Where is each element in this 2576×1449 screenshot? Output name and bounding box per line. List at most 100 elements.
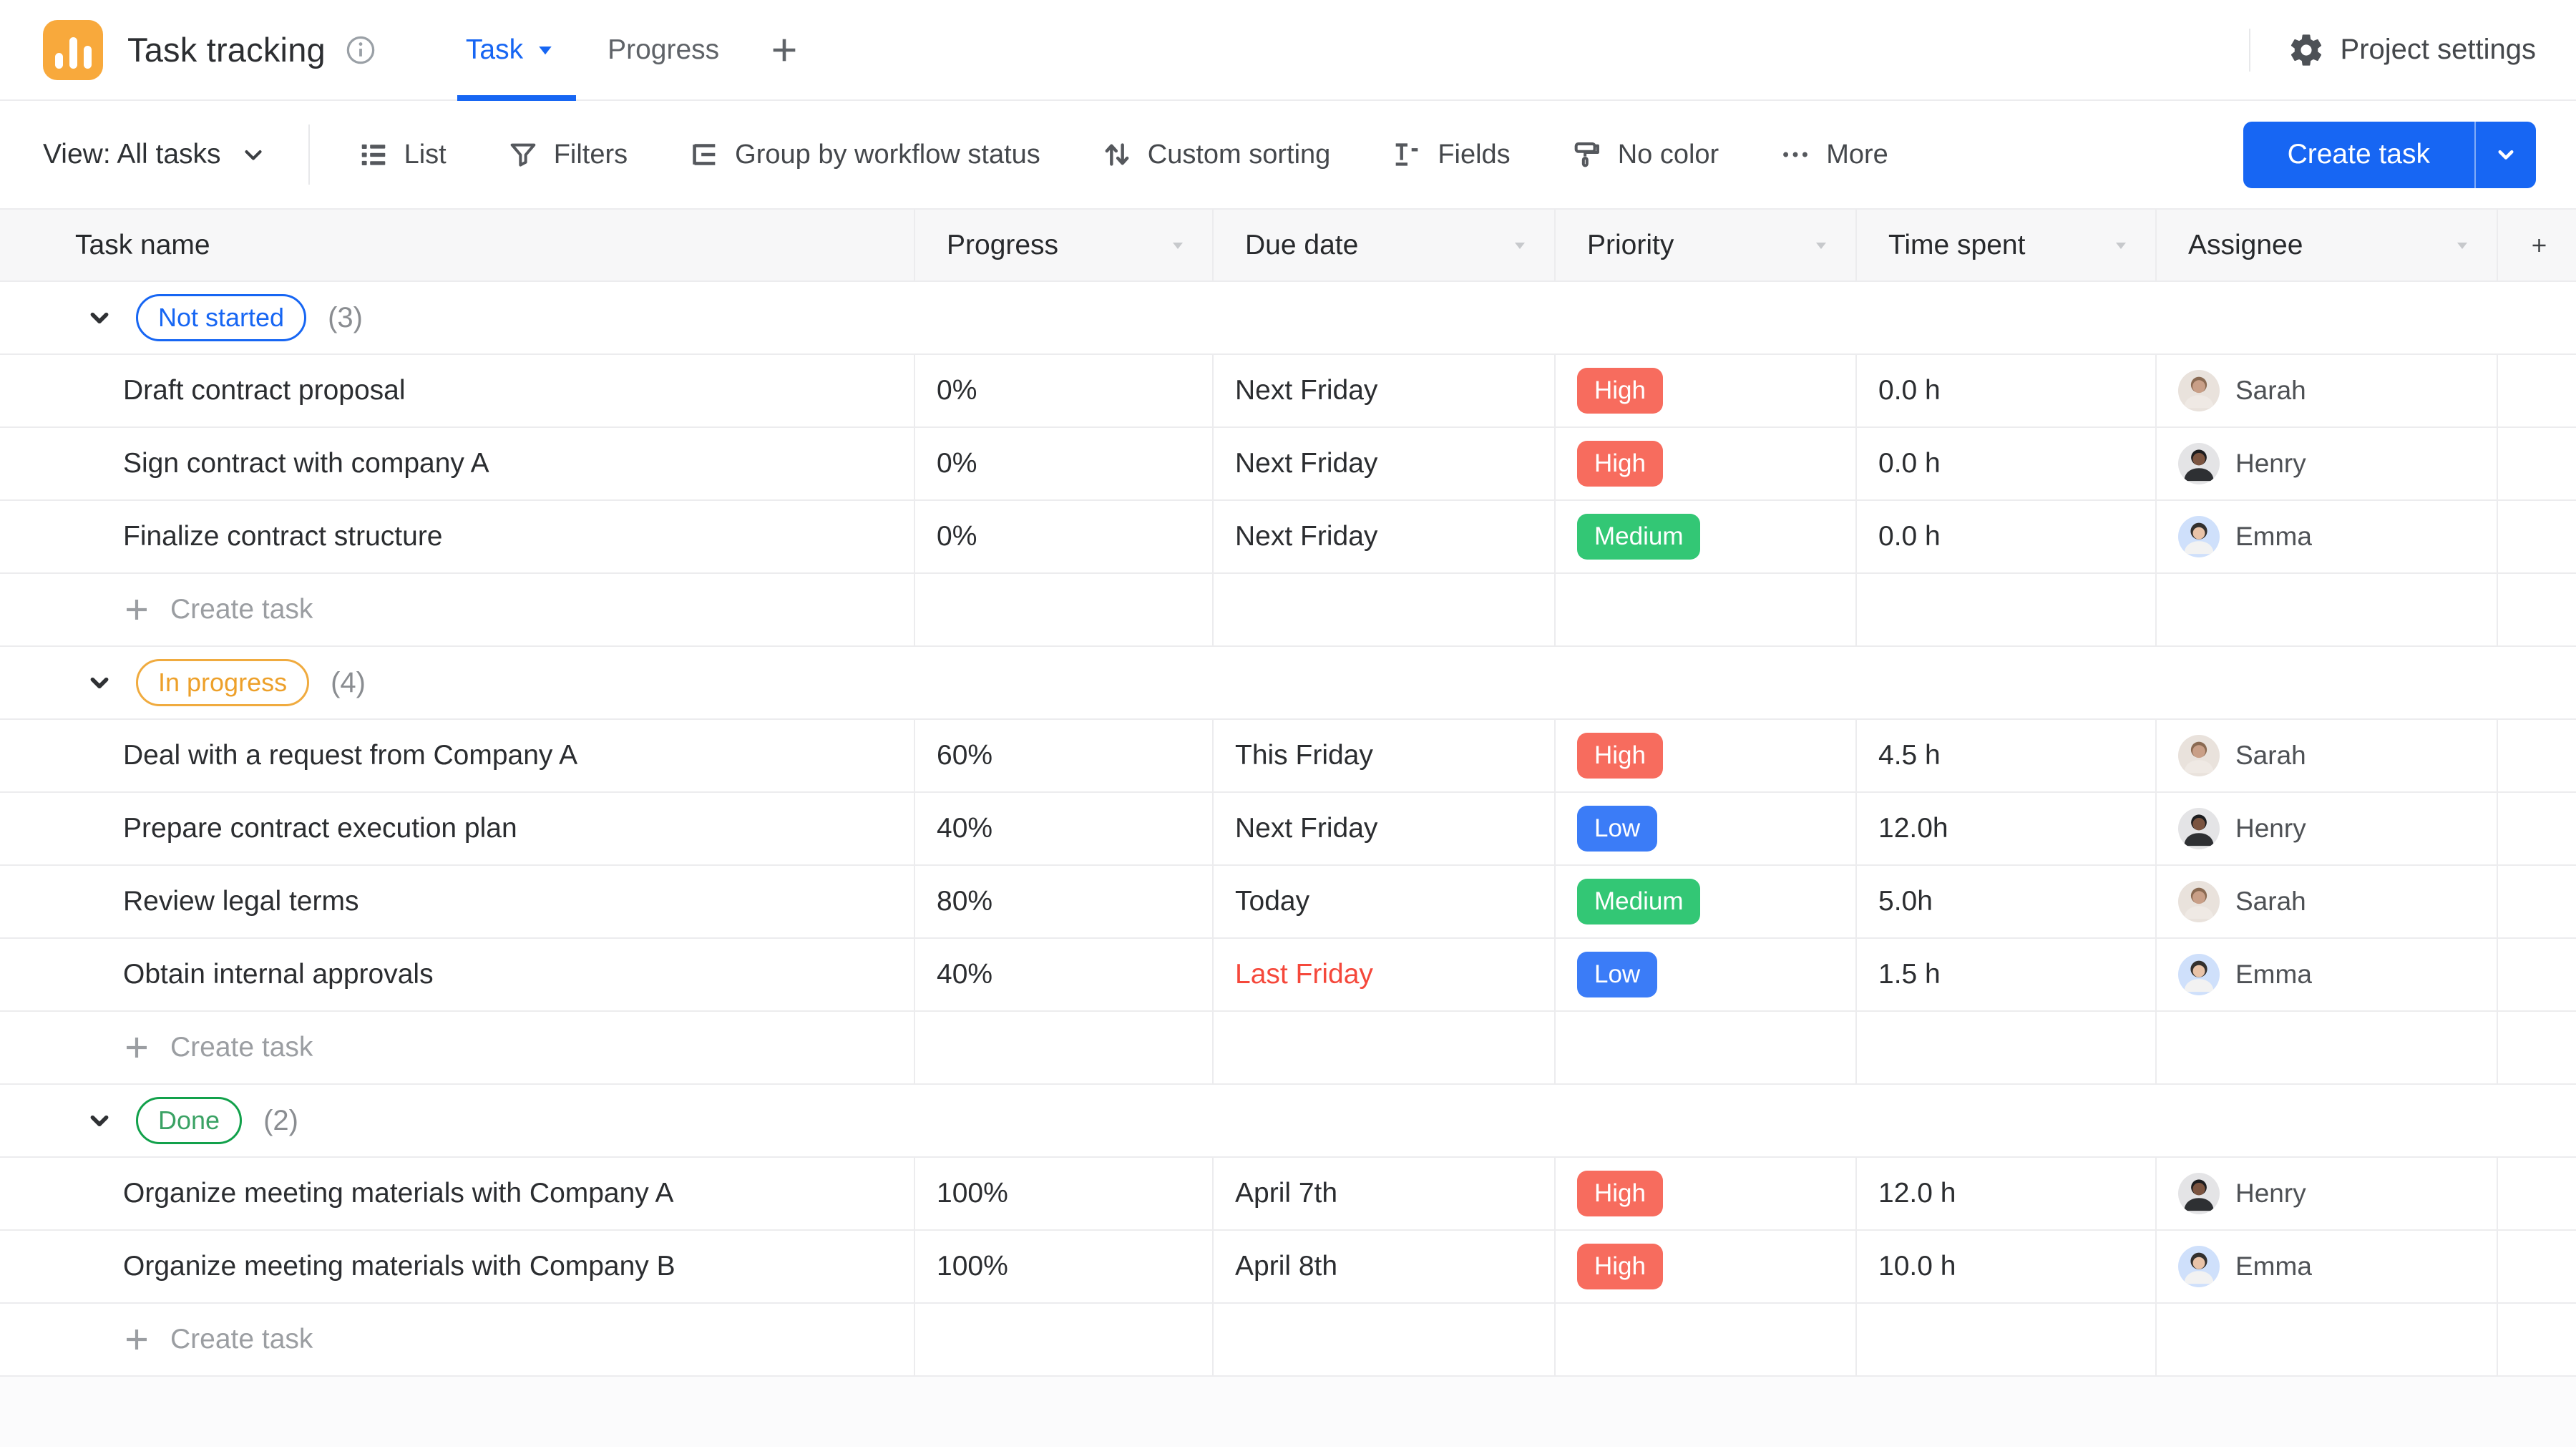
time-spent-value[interactable]: 0.0 h <box>1878 521 1941 552</box>
create-task-row[interactable]: Create task <box>0 1304 2576 1377</box>
collapse-chevron-icon[interactable] <box>84 668 114 698</box>
more-button[interactable]: More <box>1779 138 1888 171</box>
progress-value[interactable]: 0% <box>937 375 977 406</box>
project-settings-button[interactable]: Project settings <box>2288 31 2536 69</box>
time-spent-value[interactable]: 1.5 h <box>1878 959 1941 990</box>
progress-value[interactable]: 40% <box>937 813 993 844</box>
time-spent-value[interactable]: 0.0 h <box>1878 448 1941 479</box>
assignee-name[interactable]: Emma <box>2235 960 2312 989</box>
create-task-caret-button[interactable] <box>2474 121 2536 188</box>
due-date-value[interactable]: April 7th <box>1235 1178 1338 1209</box>
priority-badge[interactable]: High <box>1577 441 1663 487</box>
assignee-name[interactable]: Henry <box>2235 449 2306 478</box>
table-row[interactable]: Organize meeting materials with Company … <box>0 1231 2576 1304</box>
no-color-button[interactable]: No color <box>1571 138 1719 171</box>
plus-icon <box>2532 238 2546 252</box>
create-task-button[interactable]: Create task <box>2287 139 2430 170</box>
table-row[interactable]: Deal with a request from Company A 60% T… <box>0 720 2576 793</box>
priority-badge[interactable]: High <box>1577 733 1663 779</box>
assignee-name[interactable]: Henry <box>2235 814 2306 843</box>
info-icon[interactable] <box>344 34 377 67</box>
priority-badge[interactable]: High <box>1577 1171 1663 1216</box>
create-task-row[interactable]: Create task <box>0 574 2576 647</box>
progress-value[interactable]: 40% <box>937 959 993 990</box>
task-name[interactable]: Finalize contract structure <box>123 521 443 552</box>
due-date-value[interactable]: Next Friday <box>1235 375 1378 406</box>
table-row[interactable]: Organize meeting materials with Company … <box>0 1158 2576 1231</box>
column-header-time-spent[interactable]: Time spent <box>1855 210 2155 280</box>
table-row[interactable]: Obtain internal approvals 40% Last Frida… <box>0 939 2576 1012</box>
avatar <box>2178 808 2220 849</box>
task-name[interactable]: Sign contract with company A <box>123 448 489 479</box>
due-date-value[interactable]: Last Friday <box>1235 959 1373 990</box>
add-tab-button[interactable] <box>768 34 801 67</box>
column-header-priority[interactable]: Priority <box>1554 210 1855 280</box>
table-row[interactable]: Sign contract with company A 0% Next Fri… <box>0 428 2576 501</box>
progress-value[interactable]: 60% <box>937 740 993 771</box>
task-name[interactable]: Draft contract proposal <box>123 375 406 406</box>
due-date-value[interactable]: Next Friday <box>1235 813 1378 844</box>
fields-button[interactable]: Fields <box>1390 138 1511 171</box>
due-date-value[interactable]: This Friday <box>1235 740 1373 771</box>
time-spent-value[interactable]: 12.0 h <box>1878 1178 1956 1209</box>
table-row[interactable]: Review legal terms 80% Today Medium 5.0h… <box>0 866 2576 939</box>
time-spent-value[interactable]: 0.0 h <box>1878 375 1941 406</box>
progress-value[interactable]: 100% <box>937 1178 1008 1209</box>
status-badge[interactable]: Not started <box>136 294 307 341</box>
collapse-chevron-icon[interactable] <box>84 1106 114 1136</box>
group-by-button[interactable]: Group by workflow status <box>688 138 1040 171</box>
column-header-progress[interactable]: Progress <box>914 210 1212 280</box>
create-task-inline-button[interactable]: Create task <box>0 1324 313 1355</box>
priority-badge[interactable]: Medium <box>1577 514 1701 560</box>
assignee-name[interactable]: Sarah <box>2235 741 2306 770</box>
priority-badge[interactable]: Low <box>1577 952 1658 997</box>
assignee-name[interactable]: Henry <box>2235 1179 2306 1208</box>
tab-progress[interactable]: Progress <box>587 0 751 99</box>
time-spent-value[interactable]: 10.0 h <box>1878 1251 1956 1282</box>
priority-badge[interactable]: Medium <box>1577 879 1701 924</box>
assignee-name[interactable]: Sarah <box>2235 376 2306 405</box>
due-date-value[interactable]: Today <box>1235 886 1310 917</box>
task-name[interactable]: Review legal terms <box>123 886 359 917</box>
priority-badge[interactable]: High <box>1577 368 1663 414</box>
tab-task[interactable]: Task <box>446 0 587 101</box>
assignee-name[interactable]: Emma <box>2235 522 2312 551</box>
task-name[interactable]: Deal with a request from Company A <box>123 740 578 771</box>
task-name[interactable]: Organize meeting materials with Company … <box>123 1178 674 1209</box>
custom-sorting-button[interactable]: Custom sorting <box>1101 138 1331 171</box>
time-spent-value[interactable]: 4.5 h <box>1878 740 1941 771</box>
time-spent-value[interactable]: 5.0h <box>1878 886 1933 917</box>
view-selector[interactable]: View: All tasks <box>43 139 267 170</box>
column-header-due-date[interactable]: Due date <box>1212 210 1554 280</box>
progress-value[interactable]: 0% <box>937 448 977 479</box>
custom-sorting-label: Custom sorting <box>1147 139 1331 170</box>
status-badge[interactable]: Done <box>136 1097 243 1144</box>
task-name[interactable]: Organize meeting materials with Company … <box>123 1251 675 1282</box>
column-header-assignee[interactable]: Assignee <box>2155 210 2497 280</box>
table-row[interactable]: Finalize contract structure 0% Next Frid… <box>0 501 2576 574</box>
due-date-value[interactable]: Next Friday <box>1235 521 1378 552</box>
filters-button[interactable]: Filters <box>507 138 628 171</box>
priority-badge[interactable]: Low <box>1577 806 1658 852</box>
progress-value[interactable]: 80% <box>937 886 993 917</box>
due-date-value[interactable]: April 8th <box>1235 1251 1338 1282</box>
assignee-name[interactable]: Sarah <box>2235 887 2306 916</box>
column-header-task-name[interactable]: Task name <box>0 210 914 280</box>
time-spent-value[interactable]: 12.0h <box>1878 813 1948 844</box>
table-row[interactable]: Prepare contract execution plan 40% Next… <box>0 793 2576 866</box>
collapse-chevron-icon[interactable] <box>84 303 114 333</box>
create-task-inline-button[interactable]: Create task <box>0 594 313 625</box>
due-date-value[interactable]: Next Friday <box>1235 448 1378 479</box>
create-task-row[interactable]: Create task <box>0 1012 2576 1085</box>
progress-value[interactable]: 0% <box>937 521 977 552</box>
add-column-button[interactable] <box>2497 210 2575 280</box>
list-view-button[interactable]: List <box>357 138 447 171</box>
table-row[interactable]: Draft contract proposal 0% Next Friday H… <box>0 355 2576 428</box>
assignee-name[interactable]: Emma <box>2235 1252 2312 1281</box>
priority-badge[interactable]: High <box>1577 1244 1663 1289</box>
task-name[interactable]: Prepare contract execution plan <box>123 813 517 844</box>
status-badge[interactable]: In progress <box>136 659 310 706</box>
task-name[interactable]: Obtain internal approvals <box>123 959 434 990</box>
progress-value[interactable]: 100% <box>937 1251 1008 1282</box>
create-task-inline-button[interactable]: Create task <box>0 1032 313 1063</box>
